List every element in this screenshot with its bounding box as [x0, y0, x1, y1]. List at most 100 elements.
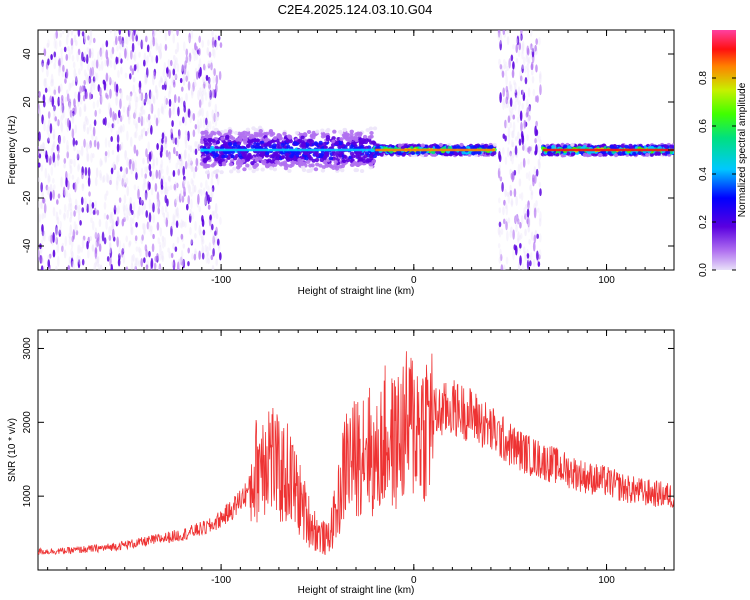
- spectrogram-mark: [85, 72, 88, 84]
- spectrogram-mark: [172, 170, 176, 178]
- spectrogram-mark: [66, 209, 69, 219]
- spectrogram-mark: [133, 109, 137, 119]
- spectrogram-mark: [58, 39, 62, 48]
- spectrogram-mark: [55, 227, 59, 236]
- spectrogram-mark: [497, 30, 501, 38]
- spectrogram-mark: [162, 212, 166, 218]
- spectrogram-mark: [88, 202, 91, 212]
- spectrogram-mark: [90, 81, 93, 89]
- spectrogram-mark: [524, 228, 527, 237]
- spectrogram-mark: [77, 48, 81, 56]
- spectrogram-mark: [504, 156, 508, 165]
- spectrogram-mark: [79, 85, 82, 94]
- spectrogram-mark: [108, 234, 112, 242]
- spectrogram-mark: [530, 61, 534, 71]
- spectrogram-mark: [522, 157, 526, 168]
- spectrogram-mark: [152, 233, 155, 240]
- spectrogram-mark: [43, 231, 46, 242]
- spectrogram-mark: [126, 94, 129, 101]
- spectrogram-mark: [157, 199, 161, 208]
- spectrogram-mark: [527, 114, 531, 122]
- spectrogram-mark: [157, 116, 161, 123]
- spectrogram-mark: [215, 140, 220, 145]
- spectrogram-mark: [84, 200, 88, 210]
- spectrogram-mark: [77, 213, 81, 222]
- spectrogram-mark: [131, 31, 135, 43]
- spectrogram-mark: [129, 73, 132, 80]
- spectrogram-mark: [50, 53, 53, 61]
- spectrogram-mark: [94, 227, 98, 238]
- spectrogram-mark: [246, 143, 251, 148]
- spectrogram-mark: [278, 162, 284, 167]
- spectrogram-mark: [42, 142, 45, 149]
- spectrogram-mark: [81, 172, 84, 180]
- spectrogram-mark: [274, 159, 279, 164]
- spectrogram-mark: [250, 144, 255, 149]
- spectrogram-mark: [148, 89, 152, 100]
- spectrogram-mark: [160, 159, 164, 169]
- spectrogram-mark: [456, 145, 461, 150]
- spectrogram-mark: [53, 33, 57, 41]
- spectrogram-mark: [53, 62, 57, 70]
- spectrogram-mark: [106, 56, 109, 67]
- spectrogram-mark: [159, 245, 162, 256]
- spectrogram-mark: [113, 202, 117, 211]
- spectrogram-mark: [60, 115, 63, 124]
- spectrogram-mark: [139, 248, 142, 257]
- spectrogram-mark: [128, 240, 132, 246]
- spectrogram-mark: [60, 57, 64, 67]
- spectrogram-mark: [208, 51, 212, 58]
- spectrogram-mark: [528, 171, 531, 182]
- spectrogram-mark: [498, 150, 501, 160]
- spectrogram-mark: [158, 253, 162, 261]
- spectrogram-mark: [201, 84, 205, 93]
- spectrogram-mark: [190, 191, 193, 197]
- spectrogram-mark: [53, 162, 57, 168]
- spectrogram-mark: [254, 157, 259, 162]
- spectrogram-mark: [665, 150, 671, 155]
- spectrogram-mark: [96, 209, 100, 216]
- spectrogram-mark: [516, 95, 520, 106]
- spectrogram-mark: [538, 161, 541, 170]
- spectrogram-mark: [144, 93, 148, 104]
- spectrogram-mark: [187, 144, 191, 151]
- spectrogram-mark: [138, 134, 141, 142]
- spectrogram-mark: [172, 213, 175, 225]
- spectrogram-mark: [165, 97, 168, 105]
- spectrogram-mark: [166, 165, 169, 176]
- spectrogram-mark: [42, 229, 45, 241]
- spectrogram-mark: [53, 86, 57, 96]
- spectrogram-mark: [115, 56, 118, 65]
- spectrogram-mark: [537, 261, 541, 267]
- spectrogram-mark: [100, 60, 104, 71]
- spectrogram-mark: [169, 185, 173, 191]
- spectrogram-mark: [198, 109, 202, 117]
- spectrogram-ylabel: Frequency (Hz): [7, 116, 18, 185]
- spectrogram-mark: [111, 149, 115, 155]
- spectrogram-xlabel: Height of straight line (km): [298, 286, 415, 297]
- spectrogram-mark: [194, 140, 197, 148]
- spectrogram-mark: [161, 168, 164, 175]
- spectrogram-mark: [38, 249, 40, 261]
- spectrogram-mark: [146, 55, 149, 64]
- spectrogram-mark: [438, 142, 444, 147]
- spectrogram-mark: [76, 51, 79, 62]
- spectrogram-mark: [172, 68, 176, 76]
- spectrogram-mark: [177, 158, 180, 166]
- spectrogram-mark: [165, 149, 169, 158]
- spectrogram-mark: [158, 80, 162, 88]
- spectrogram-mark: [119, 44, 123, 51]
- spectrogram-mark: [632, 151, 637, 156]
- spectrogram-mark: [210, 130, 215, 135]
- spectrogram-mark: [520, 33, 523, 41]
- spectrogram-mark: [109, 107, 113, 118]
- spectrogram-mark: [148, 97, 152, 107]
- spectrogram-mark: [107, 122, 110, 128]
- spectrogram-mark: [94, 200, 98, 209]
- spectrogram-mark: [194, 148, 198, 156]
- spectrogram-mark: [187, 162, 191, 169]
- spectrogram-mark: [529, 184, 532, 192]
- spectrogram-mark: [182, 258, 185, 269]
- spectrogram-mark: [294, 130, 300, 135]
